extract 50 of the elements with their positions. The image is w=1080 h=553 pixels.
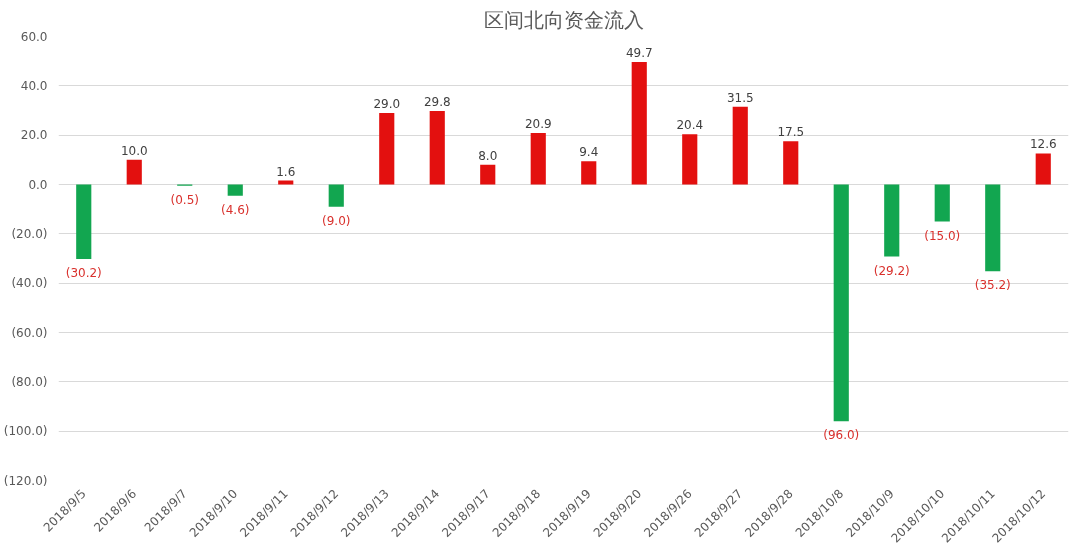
bar	[227, 184, 243, 196]
y-tick-label: 40.0	[20, 78, 48, 93]
data-label: 29.8	[423, 94, 451, 109]
data-label: (15.0)	[924, 228, 961, 243]
data-label: 8.0	[478, 148, 498, 163]
bar	[934, 184, 950, 222]
data-label: 20.9	[524, 116, 552, 131]
chart-title: 区间北向资金流入	[483, 7, 644, 32]
bar	[732, 106, 748, 185]
y-tick-label: (40.0)	[11, 276, 48, 291]
data-label: (29.2)	[873, 263, 910, 278]
data-label: 1.6	[276, 164, 296, 179]
bar	[530, 132, 546, 185]
bar	[631, 61, 647, 185]
y-tick-label: 20.0	[20, 128, 48, 143]
data-label: 10.0	[120, 143, 148, 158]
y-tick-label: (80.0)	[11, 374, 48, 389]
bar	[328, 184, 344, 207]
y-tick-label: (20.0)	[11, 226, 48, 241]
data-label: (35.2)	[974, 278, 1011, 293]
data-label: 29.0	[373, 96, 401, 111]
bar	[379, 112, 395, 185]
bar	[480, 164, 496, 185]
data-label: 20.4	[676, 118, 704, 133]
data-label: 9.4	[579, 145, 599, 160]
bar	[833, 184, 849, 422]
y-tick-label: (60.0)	[11, 325, 48, 340]
data-label: (9.0)	[322, 213, 351, 228]
bar	[126, 159, 142, 185]
y-tick-label: 0.0	[28, 177, 48, 192]
bar	[429, 110, 445, 185]
data-label: 31.5	[726, 90, 754, 105]
data-label: (0.5)	[170, 192, 199, 207]
bar	[884, 184, 900, 257]
data-label: (96.0)	[823, 428, 860, 443]
data-label: 17.5	[777, 125, 805, 140]
data-label: 49.7	[625, 45, 653, 60]
y-tick-label: 60.0	[20, 29, 48, 44]
y-tick-label: (100.0)	[3, 424, 48, 439]
y-tick-label: (120.0)	[3, 473, 48, 488]
bar	[682, 134, 698, 185]
bar	[76, 184, 92, 259]
data-label: (4.6)	[221, 202, 250, 217]
data-label: 12.6	[1029, 137, 1057, 152]
bar	[581, 161, 597, 185]
data-label: (30.2)	[65, 265, 102, 280]
bar	[985, 184, 1001, 272]
bar	[278, 180, 294, 185]
bar	[783, 141, 799, 185]
bar	[1035, 153, 1051, 185]
